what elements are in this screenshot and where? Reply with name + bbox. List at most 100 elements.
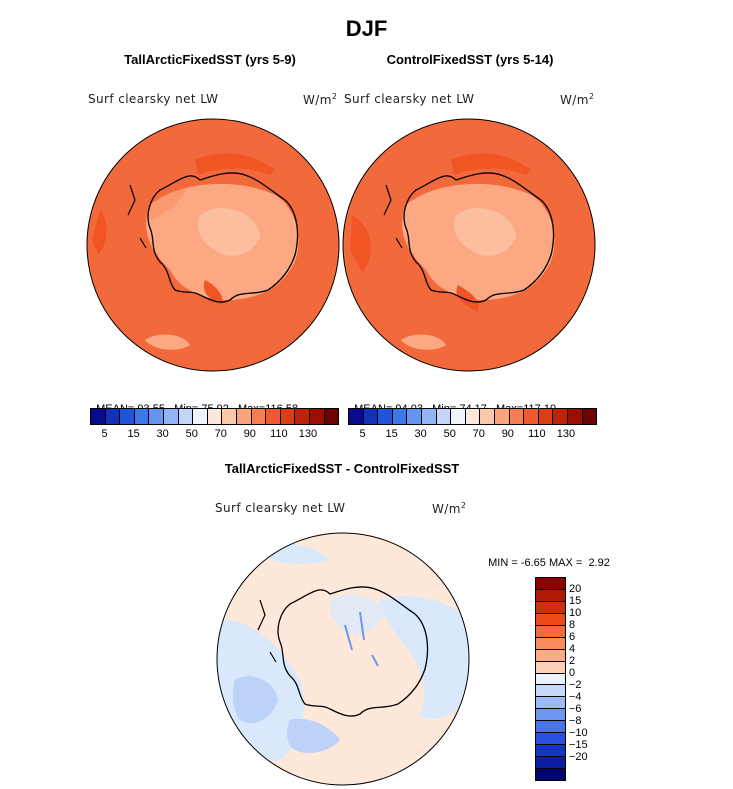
panel-right-units: W/m2 <box>560 92 595 107</box>
diff-minmax: MIN = -6.65 MAX = 2.92 <box>488 557 610 569</box>
colorbar-tick-label: −8 <box>569 715 582 727</box>
colorbar-swatch <box>163 409 179 424</box>
colorbar-tick-label: 50 <box>443 428 456 440</box>
colorbar-swatch <box>536 697 565 710</box>
colorbar-swatch <box>295 409 310 424</box>
colorbar-swatch <box>392 409 408 424</box>
colorbar-tick-label: 70 <box>214 428 227 440</box>
colorbar-swatch <box>363 409 379 424</box>
colorbar-tick-label: 10 <box>569 607 582 619</box>
colorbar-tick-label: 90 <box>501 428 514 440</box>
colorbar-swatch <box>120 409 135 424</box>
colorbar-swatch <box>251 409 267 424</box>
diff-variable: Surf clearsky net LW <box>215 501 346 515</box>
colorbar-tick-label: 30 <box>414 428 427 440</box>
colorbar-swatch <box>266 409 281 424</box>
colorbar-swatch <box>536 613 565 626</box>
colorbar-swatch <box>536 745 565 758</box>
colorbar-tick-label: 15 <box>127 428 140 440</box>
colorbar-tick-label: 0 <box>569 667 576 679</box>
colorbar-swatch <box>536 637 565 650</box>
colorbar-tick-label: 15 <box>569 595 582 607</box>
colorbar-swatch <box>324 409 339 424</box>
colorbar-swatch <box>421 409 437 424</box>
colorbar-tick-label: 15 <box>385 428 398 440</box>
colorbar-swatch <box>407 409 422 424</box>
colorbar-swatch <box>567 409 583 424</box>
colorbar-swatch <box>91 409 106 424</box>
colorbar-swatch <box>509 409 525 424</box>
colorbar-tick-label: −2 <box>569 679 582 691</box>
colorbar-tick-label: 110 <box>528 428 546 440</box>
colorbar-swatch <box>536 673 565 686</box>
colorbar-swatch <box>536 625 565 638</box>
colorbar-swatch <box>193 409 208 424</box>
colorbar-tick-label: −20 <box>569 751 588 763</box>
diff-title: TallArcticFixedSST - ControlFixedSST <box>224 461 460 476</box>
colorbar-swatch <box>280 409 296 424</box>
panel-left-title: TallArcticFixedSST (yrs 5-9) <box>124 52 296 67</box>
panel-right-variable: Surf clearsky net LW <box>344 92 475 106</box>
colorbar-swatch <box>536 601 565 614</box>
colorbar-swatch <box>536 757 565 769</box>
colorbar-swatch <box>536 733 565 746</box>
colorbar-swatch <box>536 649 565 662</box>
colorbar-swatch <box>134 409 150 424</box>
colorbar-swatch <box>465 409 481 424</box>
colorbar-swatch <box>494 409 510 424</box>
colorbar-tick-label: 30 <box>156 428 169 440</box>
colorbar-swatch <box>178 409 194 424</box>
map-difference-border <box>216 532 470 786</box>
colorbar-tick-label: −10 <box>569 727 588 739</box>
colorbar-tick-label: 130 <box>556 428 576 440</box>
panel-left-variable: Surf clearsky net LW <box>88 92 219 106</box>
map-difference <box>217 533 469 785</box>
colorbar-swatch <box>222 409 237 424</box>
colorbar-tick-label: −4 <box>569 691 582 703</box>
colorbar-tick-label: 130 <box>298 428 318 440</box>
colorbar-swatch <box>536 709 565 722</box>
colorbar-swatch <box>451 409 466 424</box>
colorbar-swatch <box>553 409 568 424</box>
colorbar-swatch <box>378 409 393 424</box>
colorbar-tick-label: 50 <box>185 428 198 440</box>
panel-right-title: ControlFixedSST (yrs 5-14) <box>386 52 554 67</box>
colorbar-tick-label: 110 <box>270 428 288 440</box>
colorbar-swatch <box>309 409 325 424</box>
colorbar-tick-label: 6 <box>569 631 576 643</box>
colorbar-swatch <box>538 409 554 424</box>
season-title: DJF <box>345 16 388 41</box>
colorbar-swatch <box>536 721 565 734</box>
map-control <box>343 119 595 371</box>
map-tallarctic-border <box>86 118 340 372</box>
colorbar-swatch <box>582 409 597 424</box>
colorbar-tick-label: 5 <box>359 428 366 440</box>
colorbar-tick-label: −6 <box>569 703 582 715</box>
map-tallarctic <box>87 119 339 371</box>
colorbar-tick-label: 70 <box>472 428 485 440</box>
colorbar-swatch <box>149 409 164 424</box>
colorbar-swatch <box>436 409 452 424</box>
colorbar-tick-label: 8 <box>569 619 576 631</box>
colorbar-tick-label: 2 <box>569 655 576 667</box>
colorbar-swatch <box>524 409 539 424</box>
colorbar-right <box>348 408 597 425</box>
colorbar-swatch <box>105 409 121 424</box>
colorbar-swatch <box>536 685 565 698</box>
colorbar-tick-label: 4 <box>569 643 576 655</box>
diff-units: W/m2 <box>432 501 467 516</box>
colorbar-swatch <box>536 769 565 780</box>
colorbar-tick-label: 90 <box>243 428 256 440</box>
colorbar-left <box>90 408 339 425</box>
colorbar-swatch <box>536 578 565 590</box>
colorbar-tick-label: 20 <box>569 583 582 595</box>
colorbar-swatch <box>236 409 252 424</box>
colorbar-swatch <box>536 589 565 602</box>
colorbar-swatch <box>480 409 495 424</box>
colorbar-tick-label: 5 <box>101 428 108 440</box>
map-control-border <box>342 118 596 372</box>
colorbar-swatch <box>207 409 223 424</box>
panel-left-units: W/m2 <box>303 92 338 107</box>
colorbar-swatch <box>536 661 565 674</box>
